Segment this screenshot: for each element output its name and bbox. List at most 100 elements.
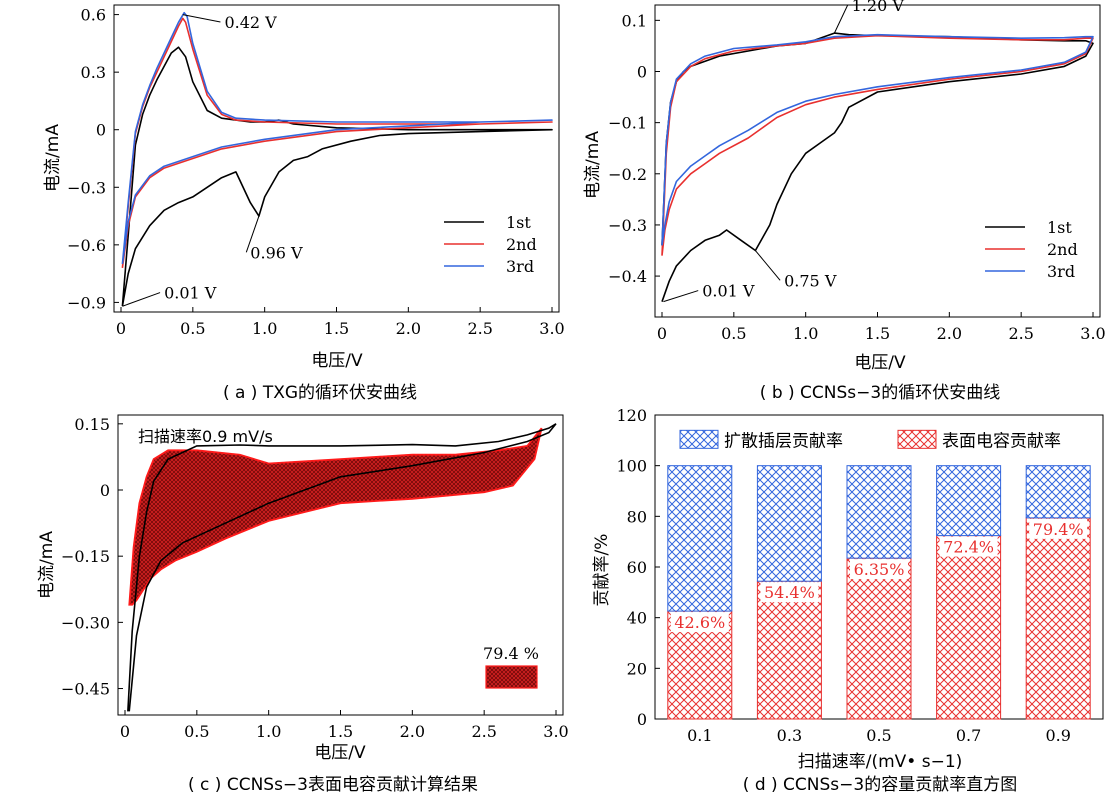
panel-b-legend-label: 1st: [1047, 218, 1072, 237]
panel-c-scan-rate-label: 扫描速率0.9 mV/s: [138, 427, 273, 446]
panel-a-xtick-label: 0: [116, 319, 126, 338]
panel-b-xtick-label: 1.5: [865, 324, 890, 343]
panel-d-caption: ( d ) CCNSs−3的容量贡献率直方图: [743, 775, 1017, 795]
panel-d-data-label: 6.35%: [854, 560, 905, 579]
panel-d-bar-capacitive: [1025, 517, 1091, 720]
panel-d-ytick-label: 40: [627, 609, 647, 628]
panel-c-ylabel: 电流/mA: [37, 531, 57, 599]
panel-d-ytick-label: 60: [627, 558, 647, 577]
panel-b-xtick-label: 3.0: [1080, 324, 1105, 343]
panel-b-ytick-label: 0: [637, 62, 647, 81]
panel-d-data-label: 54.4%: [764, 583, 815, 602]
panel-c-legend-label: 79.4 %: [483, 644, 539, 663]
panel-d: 0 20 40 60 80 100 120 0.1 0.3 0.5 0.7 0.9 42.6% 54.4…: [592, 406, 1104, 795]
panel-a-annotation-leader: [245, 215, 260, 253]
panel-a-xlabel: 电压/V: [311, 351, 363, 371]
panel-d-legend-label: 表面电容贡献率: [942, 431, 1061, 451]
panel-a-annotation-label: 0.42 V: [224, 13, 277, 32]
panel-d-xlabel: 扫描速率/(mV• s−1): [798, 752, 963, 772]
panel-a-ytick-label: 0.6: [81, 6, 106, 25]
panel-a-annotations: 0.42 V 0.96 V 0.01 V: [122, 13, 303, 307]
panel-d-data-label: 79.4%: [1033, 520, 1084, 539]
panel-d-legend-label: 扩散插层贡献率: [724, 431, 843, 451]
panel-b-legend: 1st 2nd 3rd: [985, 218, 1078, 281]
panel-d-ytick-label: 120: [616, 406, 647, 425]
panel-d-xtick-label: 0.9: [1045, 726, 1070, 745]
panel-a-xtick-label: 2.5: [467, 319, 492, 338]
panel-a-ytick-label: −0.3: [67, 178, 106, 197]
panel-d-bar-diffusion: [756, 465, 822, 582]
panel-b-xtick-label: 2.0: [937, 324, 962, 343]
panel-d-bar-diffusion: [1025, 465, 1091, 519]
panel-c-series-capacitive: [128, 427, 543, 606]
panel-d-ytick-label: 80: [627, 507, 647, 526]
panel-b-ylabel: 电流/mA: [583, 131, 603, 199]
panel-c-xtick-label: 3.0: [543, 722, 568, 741]
panel-d-ticks: 0 20 40 60 80 100 120 0.1 0.3 0.5 0.7 0.9: [616, 406, 1070, 745]
panel-c-xtick-label: 1.0: [256, 722, 281, 741]
panel-a-xtick-label: 3.0: [539, 319, 564, 338]
panel-c-ticks: 0 0.5 1.0 1.5 2.0 2.5 3.0 −0.45 −0.30 −0.15 0 0.15: [61, 415, 569, 741]
panel-a-ytick-label: −0.6: [67, 236, 106, 255]
panel-b-annotations: 1.20 V 0.75 V 0.01 V: [663, 0, 905, 303]
panel-b-annotation-label: 1.20 V: [852, 0, 905, 15]
panel-c-series: [127, 423, 557, 712]
panel-d-bar-capacitive: [936, 535, 1002, 720]
panel-c-xtick-label: 2.5: [471, 722, 496, 741]
panel-a-series-3rd: [121, 11, 553, 265]
panel-c: 0 0.5 1.0 1.5 2.0 2.5 3.0−0.45−0.30−0.1500.15 …: [37, 414, 569, 795]
panel-c-ytick-label: 0: [100, 481, 110, 500]
panel-d-legend-swatch: [679, 429, 719, 449]
panel-d-xtick-label: 0.1: [687, 726, 712, 745]
panel-a-legend: 1st 2nd 3rd: [444, 213, 537, 276]
panel-c-series-total: [127, 423, 557, 712]
panel-a-legend-label: 1st: [506, 213, 531, 232]
panel-a: 0 0.5 1.0 1.5 2.0 2.5 3.0 −0.9 −0.6 −0.3 0 0.3 0.6 0…: [43, 4, 565, 403]
panel-b-legend-label: 3rd: [1047, 262, 1075, 281]
panel-d-bar-capacitive: [846, 557, 912, 720]
panel-b-xtick-label: 0.5: [721, 324, 746, 343]
panel-a-ylabel: 电流/mA: [43, 124, 63, 192]
panel-d-data-label-bg: [939, 536, 998, 557]
panel-d-ytick-label: 0: [637, 710, 647, 729]
panel-d-xtick-label: 0.7: [956, 726, 981, 745]
panel-b-ticks: 0 0.5 1.0 1.5 2.0 2.5 3.0 −0.4 −0.3 −0.2 −0.1 0 0.1: [608, 11, 1106, 343]
panel-b-series-3rd: [661, 33, 1094, 246]
panel-a-ticks: 0 0.5 1.0 1.5 2.0 2.5 3.0 −0.9 −0.6 −0.3 0 0.3 0.6: [67, 6, 565, 338]
panel-b-caption: ( b ) CCNSs−3的循环伏安曲线: [760, 383, 1000, 403]
panel-c-xtick-label: 0.5: [184, 722, 209, 741]
panel-c-ytick-label: −0.15: [61, 547, 110, 566]
panel-b-series: [661, 32, 1094, 302]
panel-b-xtick-label: 0: [657, 324, 667, 343]
panel-a-ytick-label: −0.9: [67, 293, 106, 312]
panel-b-xtick-label: 2.5: [1008, 324, 1033, 343]
panel-b-annotation-label: 0.01 V: [702, 282, 755, 301]
panel-d-data-label-bg: [760, 582, 819, 603]
panel-c-legend-swatch: [485, 665, 538, 689]
panel-d-bar-diffusion: [667, 465, 733, 612]
panel-b-ytick-label: 0.1: [622, 11, 647, 30]
panel-a-xtick-label: 1.5: [324, 319, 349, 338]
panel-d-data-label: 42.6%: [674, 613, 725, 632]
panel-d-xtick-label: 0.5: [866, 726, 891, 745]
panel-c-xtick-label: 0: [120, 722, 130, 741]
panel-d-data-label-bg: [850, 559, 908, 580]
panel-a-annotation-leader: [182, 14, 221, 23]
panel-d-data-label-bg: [1029, 518, 1088, 539]
panel-a-xtick-label: 2.0: [396, 319, 421, 338]
panel-b-legend-label: 2nd: [1047, 240, 1078, 259]
panel-b-ytick-label: −0.2: [608, 165, 647, 184]
panel-c-caption: ( c ) CCNSs−3表面电容贡献计算结果: [188, 775, 478, 795]
panel-b-annotation-leader: [754, 250, 781, 281]
panel-b-xtick-label: 1.0: [793, 324, 818, 343]
panel-b-xlabel: 电压/V: [854, 353, 906, 373]
panel-c-xtick-label: 2.0: [400, 722, 425, 741]
panel-d-data-label-bg: [670, 612, 729, 633]
panel-b-ytick-label: −0.1: [608, 114, 647, 133]
panel-a-ytick-label: 0.3: [81, 63, 106, 82]
panel-d-legend: 扩散插层贡献率 表面电容贡献率: [679, 429, 1061, 451]
panel-a-series-1st: [121, 46, 553, 307]
panel-b-annotation-leader: [833, 4, 849, 34]
